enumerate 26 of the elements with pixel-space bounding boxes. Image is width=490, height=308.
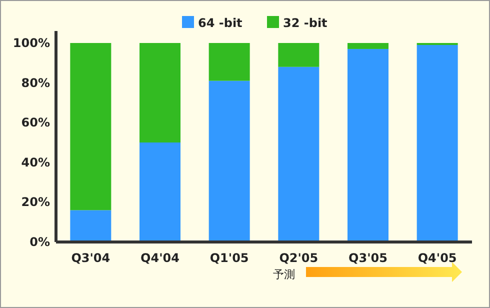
bar (348, 43, 388, 49)
bar (140, 43, 180, 142)
y-tick-label: 100% (12, 36, 50, 50)
bar (348, 48, 388, 242)
legend-label: 64 -bit (198, 16, 243, 30)
x-tick-label: Q4'04 (140, 251, 180, 265)
y-tick-label: 60% (21, 116, 50, 130)
x-tick-label: Q2'05 (279, 251, 318, 265)
y-tick-label: 40% (21, 155, 50, 170)
bar (208, 43, 250, 81)
y-tick-label: 20% (21, 195, 50, 210)
bar (70, 43, 112, 210)
text: 予測 (273, 268, 295, 281)
x-tick-label: Q3'04 (71, 251, 110, 265)
bar (416, 44, 458, 242)
bar (278, 43, 320, 67)
legend-label: 32 -bit (283, 16, 328, 30)
bar (70, 210, 112, 242)
x-tick-label: Q3'05 (348, 251, 388, 265)
x-tick-label: Q1'05 (210, 251, 249, 265)
bar (208, 80, 250, 242)
bar (278, 66, 320, 242)
bar (140, 142, 180, 242)
y-tick-label: 0% (30, 235, 50, 249)
x-tick-label: Q4'05 (418, 251, 457, 265)
y-tick-label: 80% (21, 76, 50, 90)
